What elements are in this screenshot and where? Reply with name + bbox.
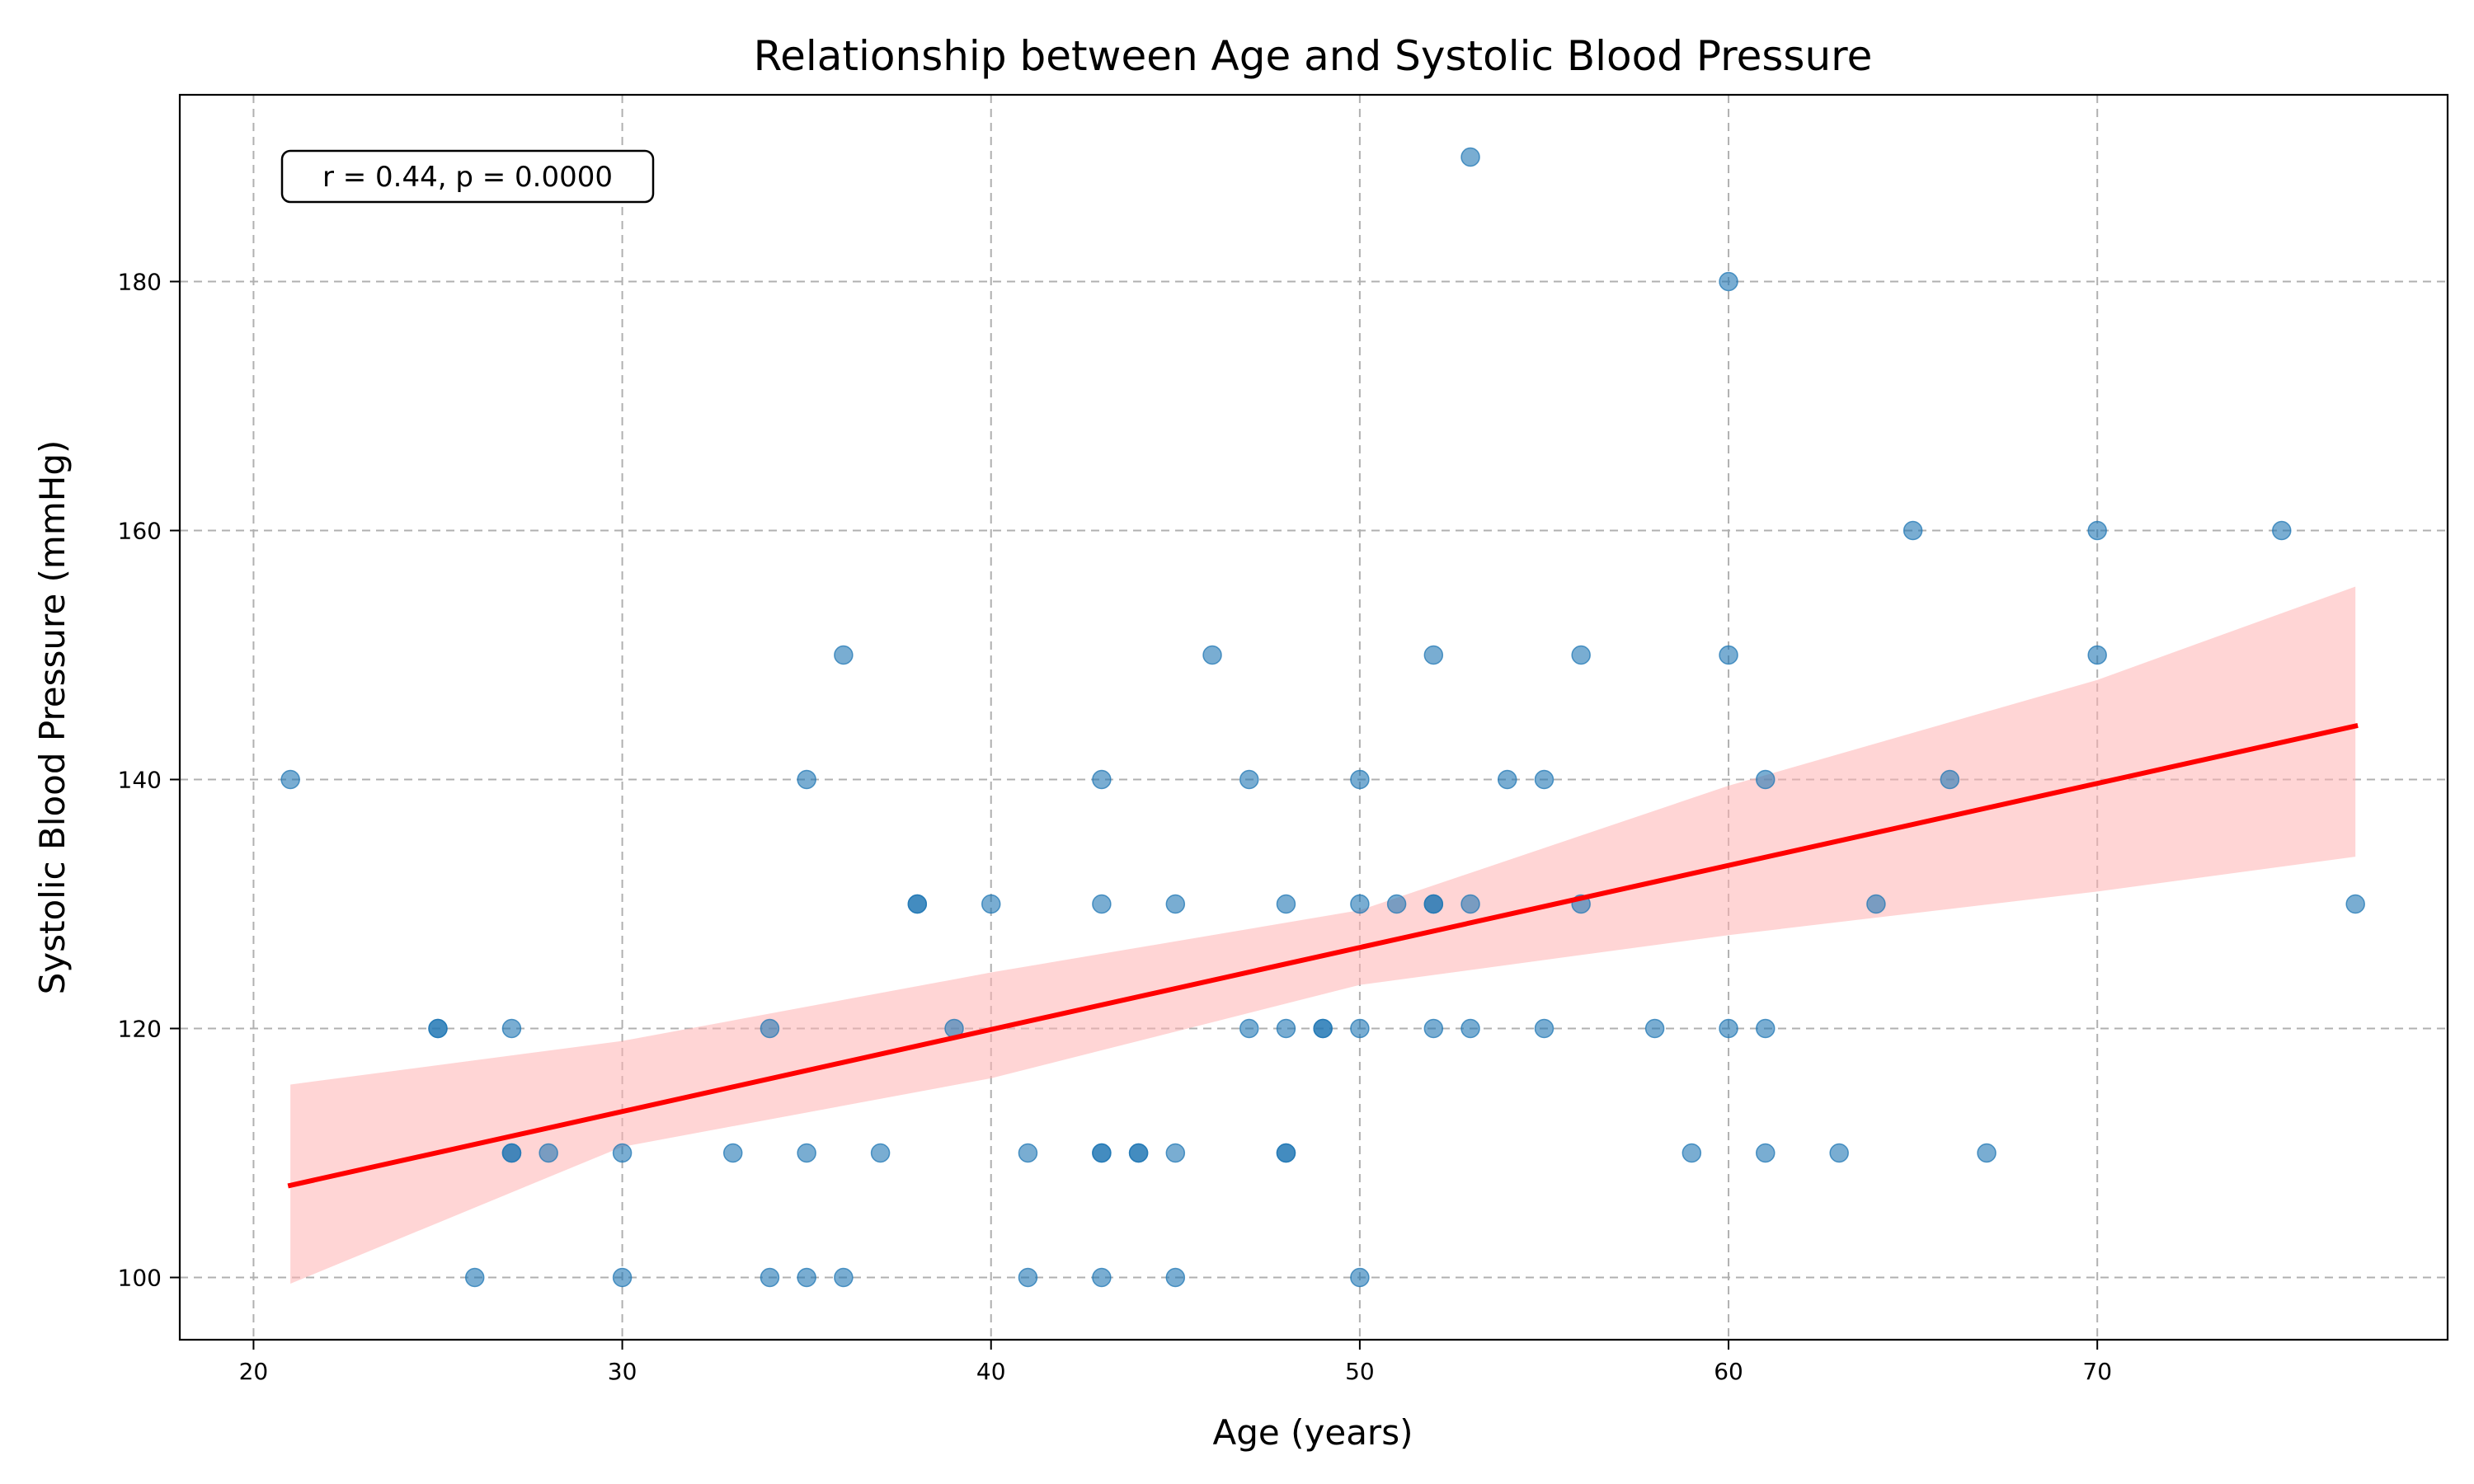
data-point — [1313, 1018, 1333, 1039]
x-tick-label: 70 — [2082, 1358, 2112, 1385]
data-point — [464, 1267, 485, 1288]
data-point — [1681, 1143, 1702, 1163]
data-point — [760, 1018, 780, 1039]
data-point — [2087, 645, 2107, 665]
data-point — [1460, 147, 1480, 167]
data-point — [797, 1143, 816, 1163]
regression-line-layer — [287, 722, 2359, 1189]
annotation-text: r = 0.44, p = 0.0000 — [322, 161, 613, 194]
data-point — [280, 769, 300, 790]
x-tick-label: 30 — [608, 1358, 637, 1385]
confidence-band — [290, 586, 2356, 1284]
y-tick-label: 160 — [118, 518, 162, 545]
data-point — [1756, 1143, 1776, 1163]
data-point — [1350, 769, 1370, 790]
plot-frame — [178, 93, 2449, 1341]
data-point — [1719, 1018, 1738, 1039]
data-point — [1866, 894, 1886, 914]
y-tick-label: 140 — [118, 767, 162, 794]
data-point — [501, 1018, 522, 1039]
data-point — [1977, 1143, 1997, 1163]
data-point — [2345, 894, 2365, 914]
data-point — [1128, 1143, 1149, 1163]
data-point — [612, 1267, 633, 1288]
data-point — [1239, 769, 1259, 790]
data-point — [1018, 1267, 1038, 1288]
confidence-band-layer — [290, 586, 2356, 1284]
data-point — [1092, 1267, 1112, 1288]
y-axis-label: Systolic Blood Pressure (mmHg) — [32, 440, 73, 995]
data-point — [1571, 645, 1591, 665]
data-point — [2272, 520, 2292, 541]
annotation-box: r = 0.44, p = 0.0000 — [280, 149, 655, 204]
data-point — [1276, 894, 1296, 914]
y-tick-label: 100 — [118, 1265, 162, 1292]
data-point — [1644, 1018, 1665, 1039]
data-point — [907, 894, 928, 914]
data-point — [1386, 894, 1407, 914]
data-point — [1498, 769, 1517, 790]
x-tick-label: 50 — [1345, 1358, 1375, 1385]
y-tick-label: 180 — [118, 269, 162, 296]
data-point — [1018, 1143, 1038, 1163]
data-point — [1350, 894, 1370, 914]
x-tick-label: 40 — [976, 1358, 1006, 1385]
data-point — [1092, 1143, 1112, 1163]
annotation-frame — [280, 149, 655, 204]
data-point — [1719, 271, 1738, 292]
data-point — [428, 1018, 448, 1039]
data-point — [1534, 769, 1554, 790]
data-point — [1829, 1143, 1849, 1163]
data-point — [870, 1143, 891, 1163]
data-point — [834, 645, 854, 665]
data-point — [797, 769, 816, 790]
data-point — [797, 1267, 816, 1288]
data-point — [2087, 520, 2107, 541]
data-point — [1534, 1018, 1554, 1039]
data-point — [1756, 1018, 1776, 1039]
regression-line — [287, 722, 2359, 1189]
data-point — [1092, 894, 1112, 914]
data-point — [1165, 894, 1186, 914]
data-point — [1350, 1267, 1370, 1288]
y-tick-label: 120 — [118, 1016, 162, 1043]
data-point — [1202, 645, 1222, 665]
data-point — [722, 1143, 743, 1163]
axis-ticks: 20 30 40 50 60 70 100 120 140 160 180 — [118, 269, 2112, 1386]
data-point — [1423, 894, 1444, 914]
data-point — [1460, 894, 1480, 914]
data-point — [1903, 520, 1923, 541]
data-point — [1719, 645, 1738, 665]
data-points — [280, 147, 2365, 1288]
data-point — [1239, 1018, 1259, 1039]
data-point — [501, 1143, 522, 1163]
data-point — [539, 1143, 558, 1163]
data-point — [834, 1267, 854, 1288]
data-point — [1423, 645, 1444, 665]
data-point — [612, 1143, 633, 1163]
x-tick-label: 20 — [239, 1358, 269, 1385]
data-point — [1460, 1018, 1480, 1039]
x-axis-label: Age (years) — [1213, 1412, 1413, 1453]
data-point — [1940, 769, 1960, 790]
data-point — [1276, 1018, 1296, 1039]
data-point — [1165, 1267, 1186, 1288]
data-point — [1423, 1018, 1444, 1039]
data-point — [1092, 769, 1112, 790]
x-tick-label: 60 — [1714, 1358, 1743, 1385]
data-point — [1276, 1143, 1296, 1163]
data-point — [1165, 1143, 1186, 1163]
data-point — [981, 894, 1001, 914]
chart-title: Relationship between Age and Systolic Bl… — [754, 32, 1873, 80]
data-point — [760, 1267, 780, 1288]
data-point — [1756, 769, 1776, 790]
data-point — [1350, 1018, 1370, 1039]
